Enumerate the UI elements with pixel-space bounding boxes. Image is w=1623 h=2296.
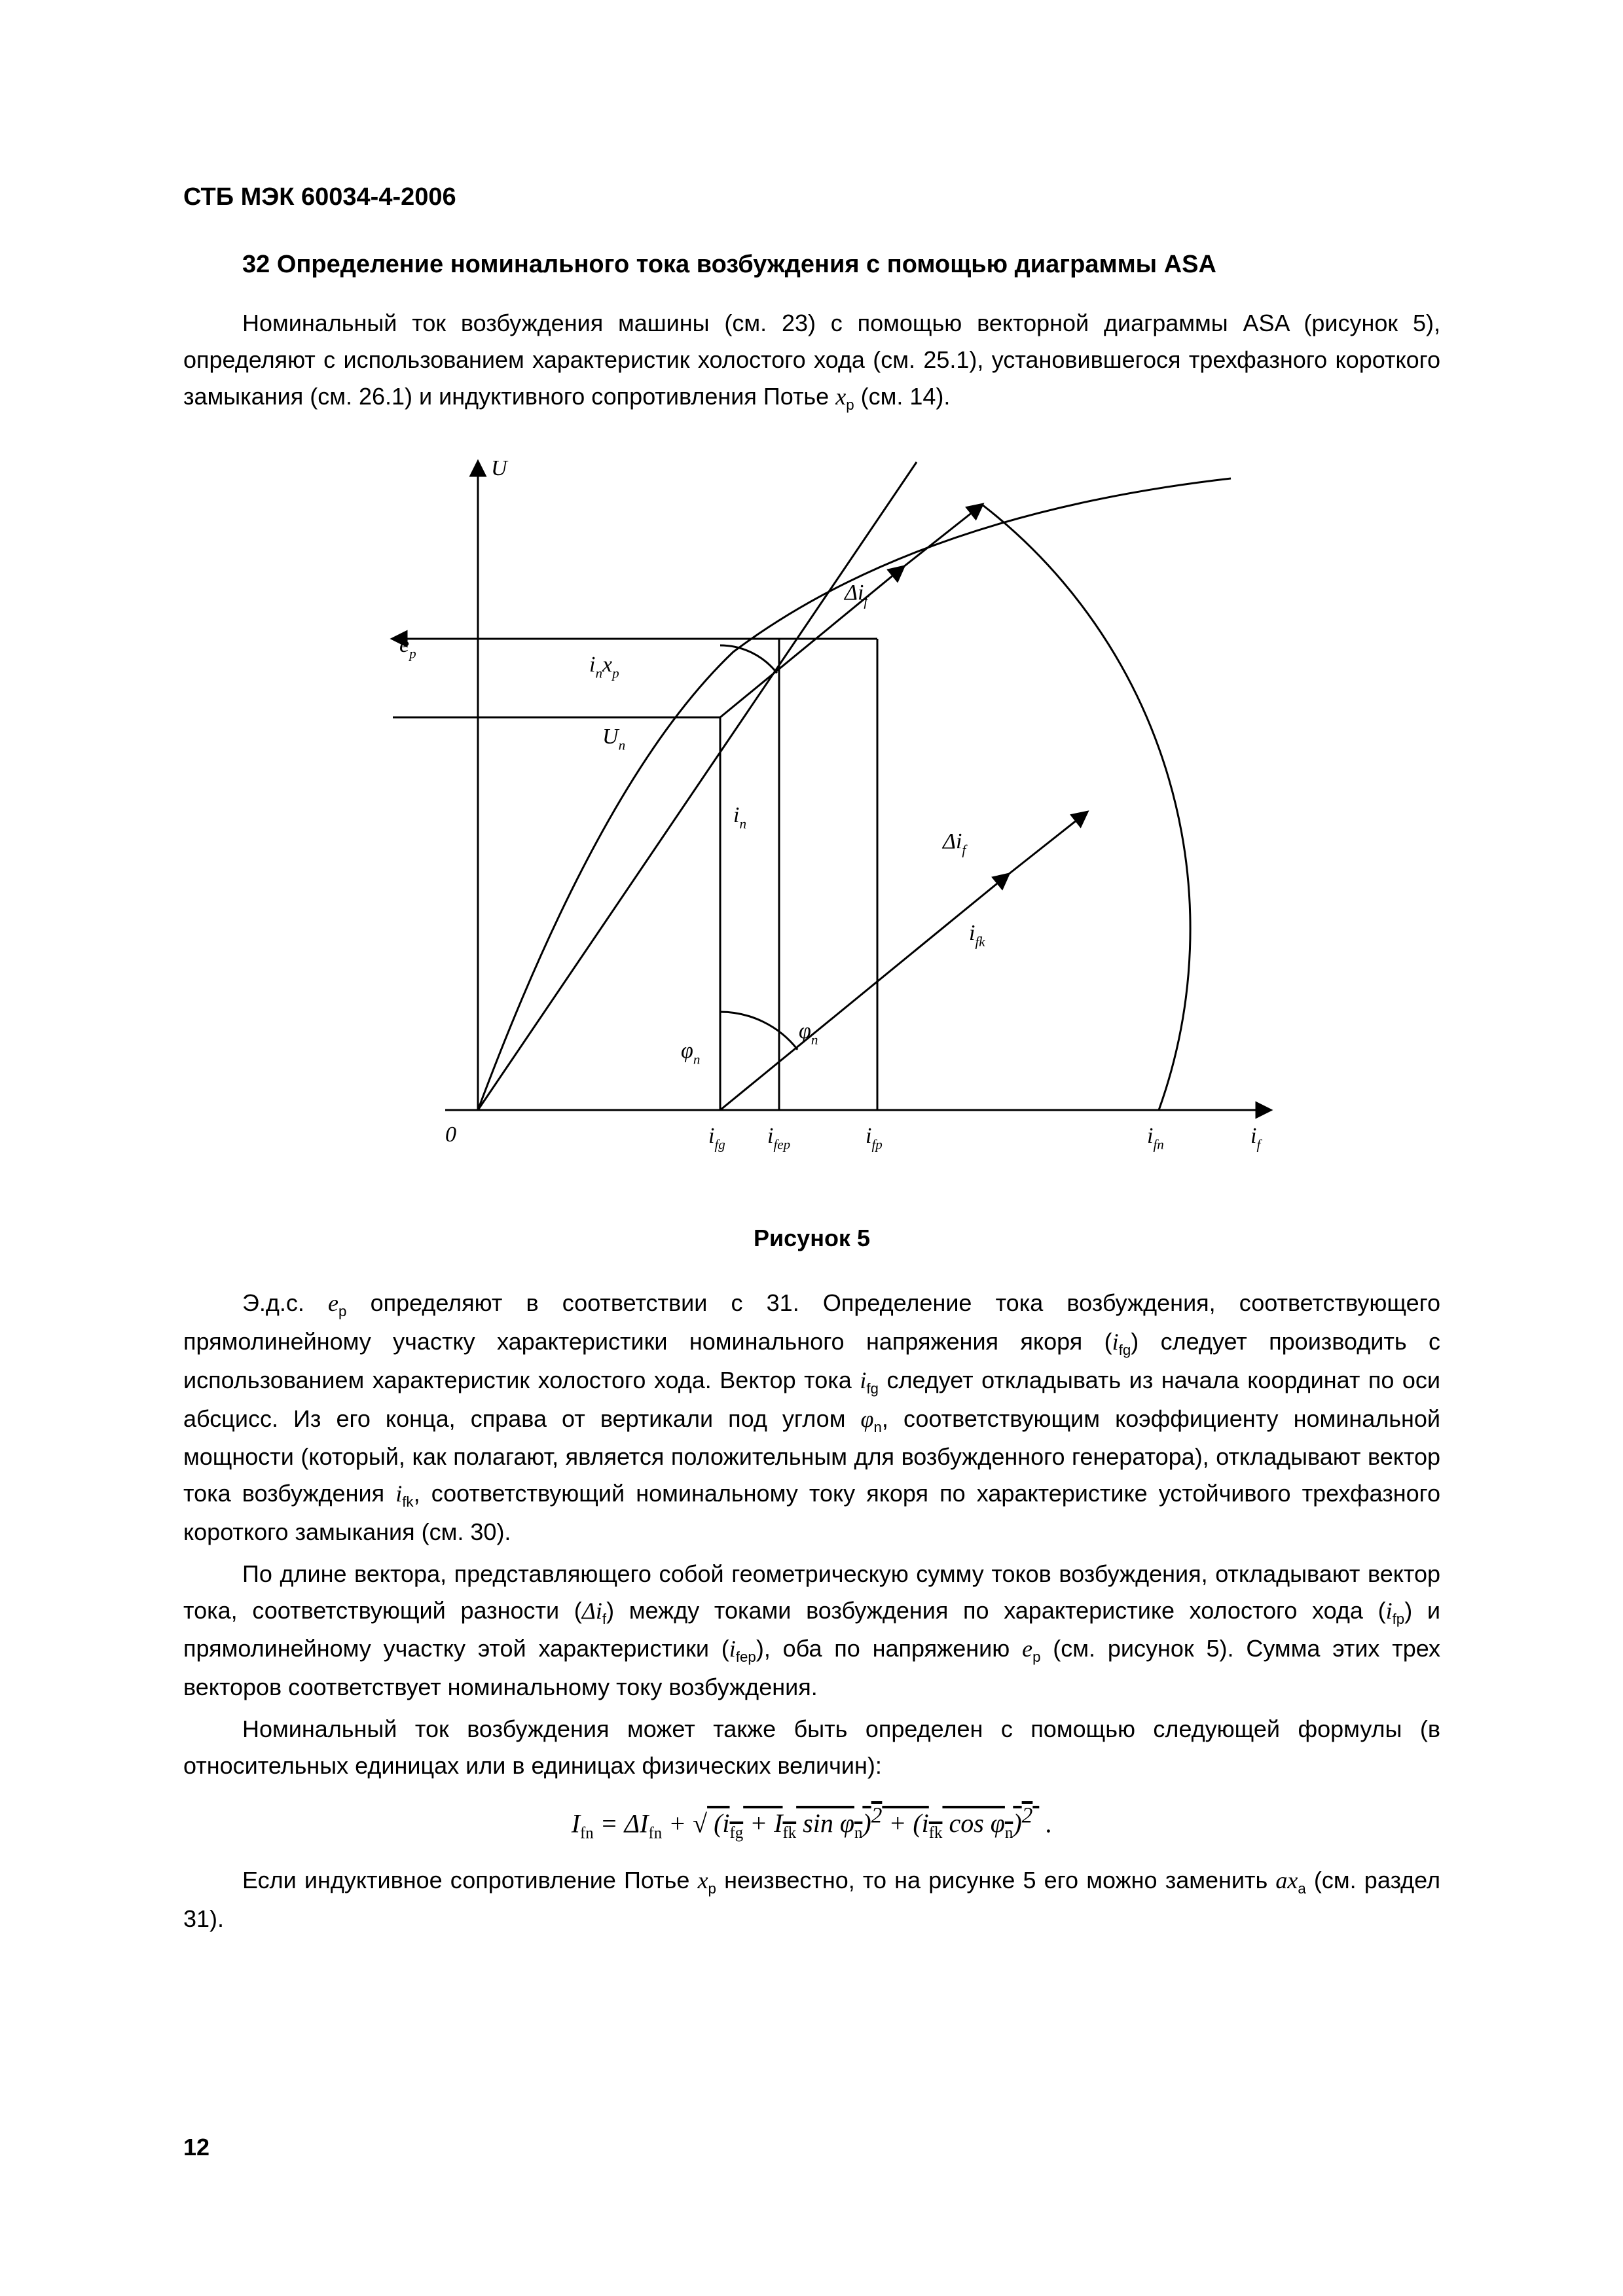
p5ax: ax: [1275, 1867, 1298, 1893]
svg-text:in: in: [733, 803, 746, 832]
p2i1: i: [1112, 1329, 1119, 1355]
figure-5-caption: Рисунок 5: [183, 1225, 1440, 1252]
p3i1: i: [1386, 1598, 1393, 1624]
p1xsub: p: [846, 397, 854, 413]
svg-text:if: if: [1250, 1124, 1262, 1153]
p5a: Если индуктивное сопротивление Потье: [242, 1867, 698, 1893]
svg-text:ifp: ifp: [866, 1124, 883, 1153]
p3di: Δi: [582, 1598, 602, 1624]
p3i2s: fep: [736, 1649, 756, 1666]
p2phi: φ: [861, 1406, 874, 1432]
p5b: неизвестно, то на рисунке 5 его можно за…: [716, 1867, 1275, 1893]
p3d: ), оба по напряжению: [756, 1635, 1022, 1662]
svg-text:ifg: ifg: [708, 1124, 725, 1153]
svg-text:Δif: Δif: [843, 581, 869, 609]
p2a: Э.д.с.: [242, 1289, 328, 1316]
svg-text:U: U: [491, 456, 509, 480]
p2i3: i: [395, 1480, 402, 1507]
svg-text:Un: Un: [602, 725, 625, 753]
svg-text:ifep: ifep: [767, 1124, 790, 1153]
para-1: Номинальный ток возбуждения машины (см. …: [183, 305, 1440, 416]
p3i2: i: [729, 1636, 736, 1662]
p2esub: p: [338, 1304, 346, 1320]
section-title-text: Определение номинального тока возбуждени…: [277, 251, 1216, 278]
p2i3s: fk: [402, 1494, 413, 1510]
p3e: e: [1022, 1636, 1032, 1662]
p2i2: i: [860, 1367, 866, 1393]
svg-text:φn: φn: [681, 1039, 700, 1067]
asa-diagram-svg: Uif 0 ep Un inxp in ifg ifep ifp ifn Δif ifk Δif φn φn: [327, 436, 1296, 1208]
svg-text:Δif: Δif: [941, 829, 968, 858]
p2i1s: fg: [1119, 1342, 1131, 1358]
doc-header: СТБ МЭК 60034-4-2006: [183, 183, 1440, 211]
p3i1s: fp: [1393, 1611, 1405, 1627]
svg-text:φn: φn: [799, 1019, 818, 1048]
para-4: Номинальный ток возбуждения может также …: [183, 1711, 1440, 1784]
p1a: Номинальный ток возбуждения машины (см. …: [183, 310, 1440, 410]
p3b: ) между токами возбуждения по характерис…: [606, 1597, 1386, 1624]
p5xs: p: [708, 1880, 716, 1897]
svg-text:inxp: inxp: [589, 653, 619, 681]
para-3: По длине вектора, представляющего собой …: [183, 1556, 1440, 1706]
p3es: p: [1032, 1649, 1040, 1666]
figure-5: Uif 0 ep Un inxp in ifg ifep ifp ifn Δif ifk Δif φn φn: [183, 436, 1440, 1211]
svg-text:ep: ep: [399, 633, 416, 662]
p2i2s: fg: [866, 1380, 879, 1397]
section-number: 32: [242, 251, 270, 278]
formula-ifn: Ifn = ΔIfn + √ (ifg + Ifk sin φn)2 + (if…: [183, 1804, 1440, 1842]
p5x: x: [698, 1867, 708, 1893]
svg-text:ifn: ifn: [1147, 1124, 1164, 1153]
p2e: e: [328, 1290, 338, 1316]
para-2: Э.д.с. ep определяют в соответствии с 31…: [183, 1285, 1440, 1550]
svg-text:0: 0: [445, 1122, 456, 1147]
p1b: (см. 14).: [854, 383, 951, 410]
svg-text:ifk: ifk: [969, 921, 985, 950]
page-number: 12: [183, 2134, 210, 2161]
para-5: Если индуктивное сопротивление Потье xp …: [183, 1862, 1440, 1937]
p1x: x: [835, 384, 846, 410]
section-title: 32 Определение номинального тока возбужд…: [242, 251, 1440, 279]
p5axs: a: [1298, 1880, 1305, 1897]
p2phis: n: [873, 1419, 881, 1435]
